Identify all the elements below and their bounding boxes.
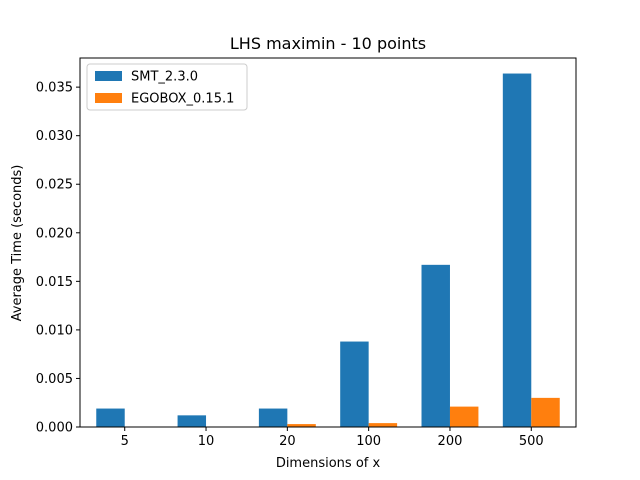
y-tick-label: 0.015 [36, 275, 73, 290]
bar-smt-5 [96, 408, 125, 427]
bar-egobox-20 [287, 424, 316, 427]
x-tick-label: 5 [121, 434, 129, 449]
y-tick-label: 0.025 [36, 178, 73, 193]
x-tick-label: 500 [519, 434, 544, 449]
bar-egobox-200 [449, 406, 479, 427]
bar-smt-500 [502, 73, 532, 428]
bar-smt-100 [340, 341, 369, 427]
bar-smt-10 [177, 415, 207, 427]
legend-swatch [95, 71, 122, 81]
legend-label: SMT_2.3.0 [131, 70, 198, 85]
x-axis-ticks: 5 10 20 100 200 500 [121, 427, 544, 449]
y-tick-label: 0.005 [36, 372, 73, 387]
legend-box [86, 63, 248, 111]
bar-smt-20 [258, 408, 288, 427]
bar-egobox-500 [531, 397, 560, 427]
x-tick-label: 200 [438, 434, 463, 449]
x-tick-label: 20 [279, 434, 296, 449]
y-axis-ticks: 0.000 0.005 0.010 0.015 0.020 0.025 0.030 0.035 [36, 81, 80, 436]
legend-swatch [95, 93, 122, 103]
bar-egobox-100 [368, 423, 398, 427]
y-tick-label: 0.035 [36, 81, 73, 96]
y-tick-label: 0.030 [36, 129, 73, 144]
chart-title: LHS maximin - 10 points [230, 34, 426, 53]
bars-group [96, 73, 560, 428]
legend: SMT_2.3.0 EGOBOX_0.15.1 [86, 63, 248, 111]
x-axis-label: Dimensions of x [276, 456, 381, 471]
y-axis-label: Average Time (seconds) [10, 165, 25, 322]
bar-smt-200 [421, 264, 450, 427]
x-tick-label: 100 [356, 434, 381, 449]
x-tick-label: 10 [198, 434, 215, 449]
y-tick-label: 0.020 [36, 226, 73, 241]
legend-label: EGOBOX_0.15.1 [131, 92, 234, 107]
y-tick-label: 0.010 [36, 323, 73, 338]
y-tick-label: 0.000 [36, 421, 73, 436]
plot-area-frame [79, 57, 577, 428]
